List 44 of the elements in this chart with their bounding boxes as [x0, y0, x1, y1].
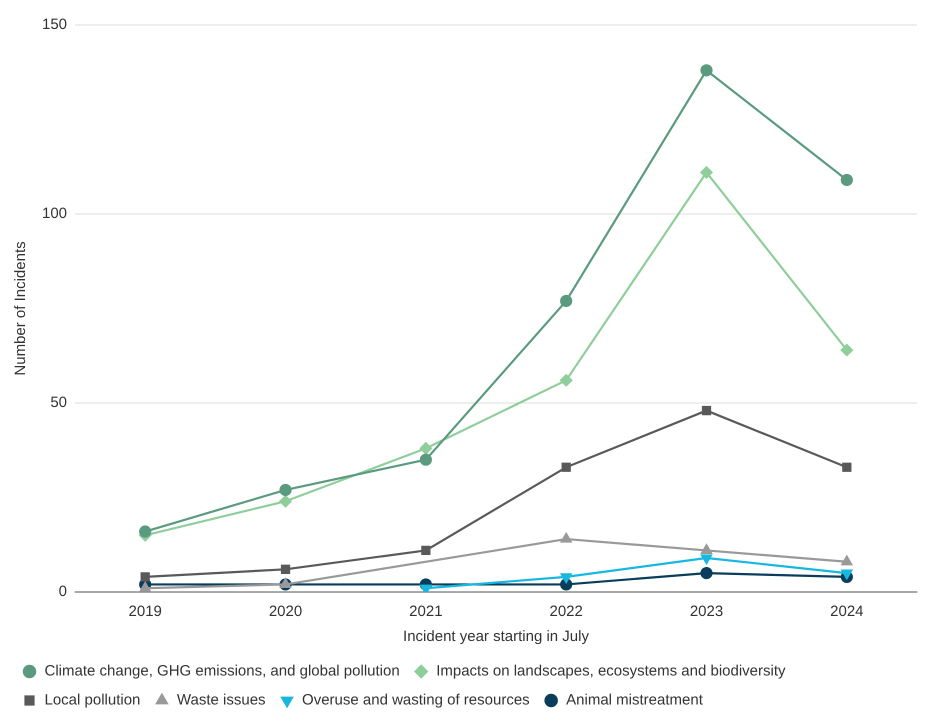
y-tick-label: 0 [58, 583, 68, 600]
point [841, 556, 852, 566]
y-axis-title: Number of Incidents [12, 241, 30, 376]
y-tick-label: 50 [50, 394, 68, 412]
point [280, 564, 290, 574]
point [560, 532, 572, 543]
point [279, 495, 292, 508]
legend-label: Overuse and wasting of resources [302, 692, 530, 709]
point [700, 166, 713, 179]
point [702, 406, 712, 416]
point [420, 442, 432, 454]
point [700, 567, 713, 580]
y-tick-label: 100 [42, 205, 68, 222]
point [560, 294, 572, 308]
legend-label: Animal mistreatment [566, 692, 704, 709]
y-tick-label: 150 [42, 16, 68, 34]
point [560, 573, 572, 583]
point [279, 484, 292, 496]
point [420, 454, 432, 466]
x-tick-label: 2023 [690, 603, 724, 620]
x-tick-label: 2024 [830, 603, 864, 620]
x-axis-title: Incident year starting in July [403, 628, 590, 646]
legend-label: Local pollution [44, 692, 140, 709]
point [280, 578, 291, 588]
point [840, 344, 853, 356]
point [560, 374, 572, 386]
legend-label: Waste issues [176, 692, 266, 709]
point [701, 554, 712, 564]
point [140, 572, 150, 582]
point [421, 546, 430, 556]
x-tick-label: 2020 [268, 603, 302, 620]
point [842, 462, 852, 472]
point [139, 525, 152, 538]
x-tick-label: 2019 [128, 603, 162, 620]
point [140, 582, 151, 592]
x-tick-label: 2022 [549, 603, 583, 620]
legend-label: Impacts on landscapes, ecosystems and biodiversity [436, 662, 786, 680]
point [840, 174, 853, 186]
point [700, 64, 713, 76]
legend-label: Climate change, GHG emissions, and global pollution [44, 662, 400, 680]
point [841, 570, 852, 580]
point [562, 462, 571, 472]
x-tick-label: 2021 [409, 603, 443, 620]
point [701, 544, 712, 554]
